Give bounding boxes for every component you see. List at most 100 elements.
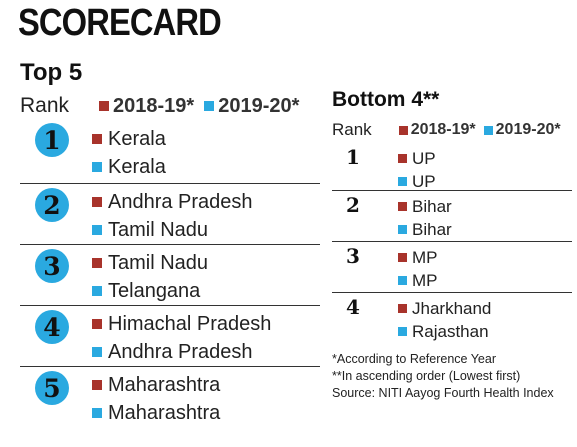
- entry-2018-19: Tamil Nadu: [92, 249, 208, 277]
- blue-square-icon: [92, 225, 102, 235]
- entry-2018-19: Kerala: [92, 125, 166, 153]
- state-name: Rajasthan: [412, 321, 489, 341]
- entry-2019-20: Telangana: [92, 277, 208, 305]
- rank-entries: Kerala Kerala: [92, 125, 166, 181]
- legend-2019-20: 2019-20*: [218, 94, 300, 117]
- state-name: Bihar: [412, 219, 452, 239]
- rank-badge: 5: [35, 371, 69, 405]
- state-name: UP: [412, 148, 436, 168]
- state-name: Himachal Pradesh: [108, 312, 272, 335]
- entry-2019-20: Bihar: [398, 218, 452, 241]
- entry-2019-20: Maharashtra: [92, 399, 220, 427]
- blue-square-icon: [204, 101, 215, 111]
- top5-row: 2 Andhra Pradesh Tamil Nadu: [20, 184, 320, 245]
- rank-entries: MP MP: [398, 246, 438, 292]
- legend-2018-19: 2018-19*: [410, 121, 476, 138]
- blue-square-icon: [398, 177, 407, 186]
- bottom4-list: 1 UP UP 2 Bihar Bihar 3 MP MP 4 Jharkhan…: [332, 143, 572, 343]
- bottom4-heading: Bottom 4**: [332, 88, 440, 111]
- state-name: Kerala: [108, 127, 166, 150]
- state-name: MP: [412, 270, 438, 290]
- state-name: Maharashtra: [108, 401, 221, 424]
- state-name: Jharkhand: [412, 298, 492, 318]
- top5-row: 4 Himachal Pradesh Andhra Pradesh: [20, 306, 320, 367]
- state-name: Kerala: [108, 155, 166, 178]
- entry-2018-19: UP: [398, 147, 436, 170]
- state-name: MP: [412, 247, 438, 267]
- rank-badge: 3: [35, 249, 69, 283]
- state-name: Tamil Nadu: [108, 218, 209, 241]
- red-square-icon: [99, 101, 110, 111]
- blue-square-icon: [483, 125, 493, 135]
- bottom4-row: 2 Bihar Bihar: [332, 191, 572, 242]
- state-name: Bihar: [412, 196, 452, 216]
- top5-row: 3 Tamil Nadu Telangana: [20, 245, 320, 306]
- source-note: Source: NITI Aayog Fourth Health Index: [332, 386, 554, 400]
- entry-2018-19: Andhra Pradesh: [92, 188, 253, 216]
- legend-2018-19: 2018-19*: [113, 94, 195, 117]
- bottom4-legend: Rank 2018-19* 2019-20*: [332, 120, 569, 140]
- rank-badge: 4: [35, 310, 69, 344]
- entry-2019-20: Rajasthan: [398, 320, 491, 343]
- state-name: Andhra Pradesh: [108, 340, 253, 363]
- red-square-icon: [398, 304, 407, 313]
- blue-square-icon: [92, 347, 102, 357]
- rank-entries: Jharkhand Rajasthan: [398, 297, 491, 343]
- top5-legend: Rank 2018-19* 2019-20*: [20, 94, 309, 118]
- rank-number: 1: [346, 145, 360, 169]
- bottom4-row: 3 MP MP: [332, 242, 572, 293]
- red-square-icon: [398, 202, 407, 211]
- red-square-icon: [92, 258, 102, 268]
- red-square-icon: [398, 154, 407, 163]
- blue-square-icon: [398, 327, 407, 336]
- legend-2019-20: 2019-20*: [495, 121, 561, 138]
- rank-badge: 2: [35, 188, 69, 222]
- entry-2018-19: Bihar: [398, 195, 452, 218]
- blue-square-icon: [92, 162, 102, 172]
- bottom4-row: 4 Jharkhand Rajasthan: [332, 293, 572, 343]
- rank-entries: Andhra Pradesh Tamil Nadu: [92, 188, 253, 244]
- state-name: Telangana: [108, 279, 201, 302]
- footnote-reference-year: *According to Reference Year: [332, 352, 496, 366]
- top5-heading: Top 5: [20, 59, 83, 86]
- footnote-ascending-order: **In ascending order (Lowest first): [332, 369, 521, 383]
- blue-square-icon: [92, 408, 102, 418]
- red-square-icon: [92, 134, 102, 144]
- blue-square-icon: [398, 225, 407, 234]
- red-square-icon: [92, 319, 102, 329]
- rank-entries: Himachal Pradesh Andhra Pradesh: [92, 310, 271, 366]
- bottom4-row: 1 UP UP: [332, 143, 572, 191]
- rank-number: 4: [346, 295, 360, 319]
- rank-column-header: Rank: [332, 120, 372, 139]
- rank-entries: Tamil Nadu Telangana: [92, 249, 208, 305]
- entry-2018-19: Maharashtra: [92, 371, 220, 399]
- rank-entries: Maharashtra Maharashtra: [92, 371, 220, 427]
- rank-entries: UP UP: [398, 147, 436, 193]
- red-square-icon: [92, 380, 102, 390]
- blue-square-icon: [398, 276, 407, 285]
- blue-square-icon: [92, 286, 102, 296]
- rank-column-header: Rank: [20, 94, 70, 117]
- top5-row: 5 Maharashtra Maharashtra: [20, 367, 320, 427]
- rank-number: 2: [346, 193, 360, 217]
- state-name: Maharashtra: [108, 373, 221, 396]
- entry-2018-19: Himachal Pradesh: [92, 310, 271, 338]
- red-square-icon: [398, 125, 408, 135]
- entry-2019-20: MP: [398, 269, 438, 292]
- state-name: Andhra Pradesh: [108, 190, 253, 213]
- entry-2019-20: Kerala: [92, 153, 166, 181]
- red-square-icon: [92, 197, 102, 207]
- rank-badge: 1: [35, 123, 69, 157]
- entry-2019-20: Tamil Nadu: [92, 216, 253, 244]
- top5-list: 1 Kerala Kerala 2 Andhra Pradesh Tamil N…: [20, 121, 320, 427]
- rank-entries: Bihar Bihar: [398, 195, 452, 241]
- entry-2019-20: UP: [398, 170, 436, 193]
- entry-2018-19: MP: [398, 246, 438, 269]
- state-name: UP: [412, 171, 436, 191]
- state-name: Tamil Nadu: [108, 251, 209, 274]
- entry-2018-19: Jharkhand: [398, 297, 491, 320]
- red-square-icon: [398, 253, 407, 262]
- page-title: SCORECARD: [18, 2, 222, 44]
- footnotes: *According to Reference Year **In ascend…: [332, 351, 554, 402]
- rank-number: 3: [346, 244, 360, 268]
